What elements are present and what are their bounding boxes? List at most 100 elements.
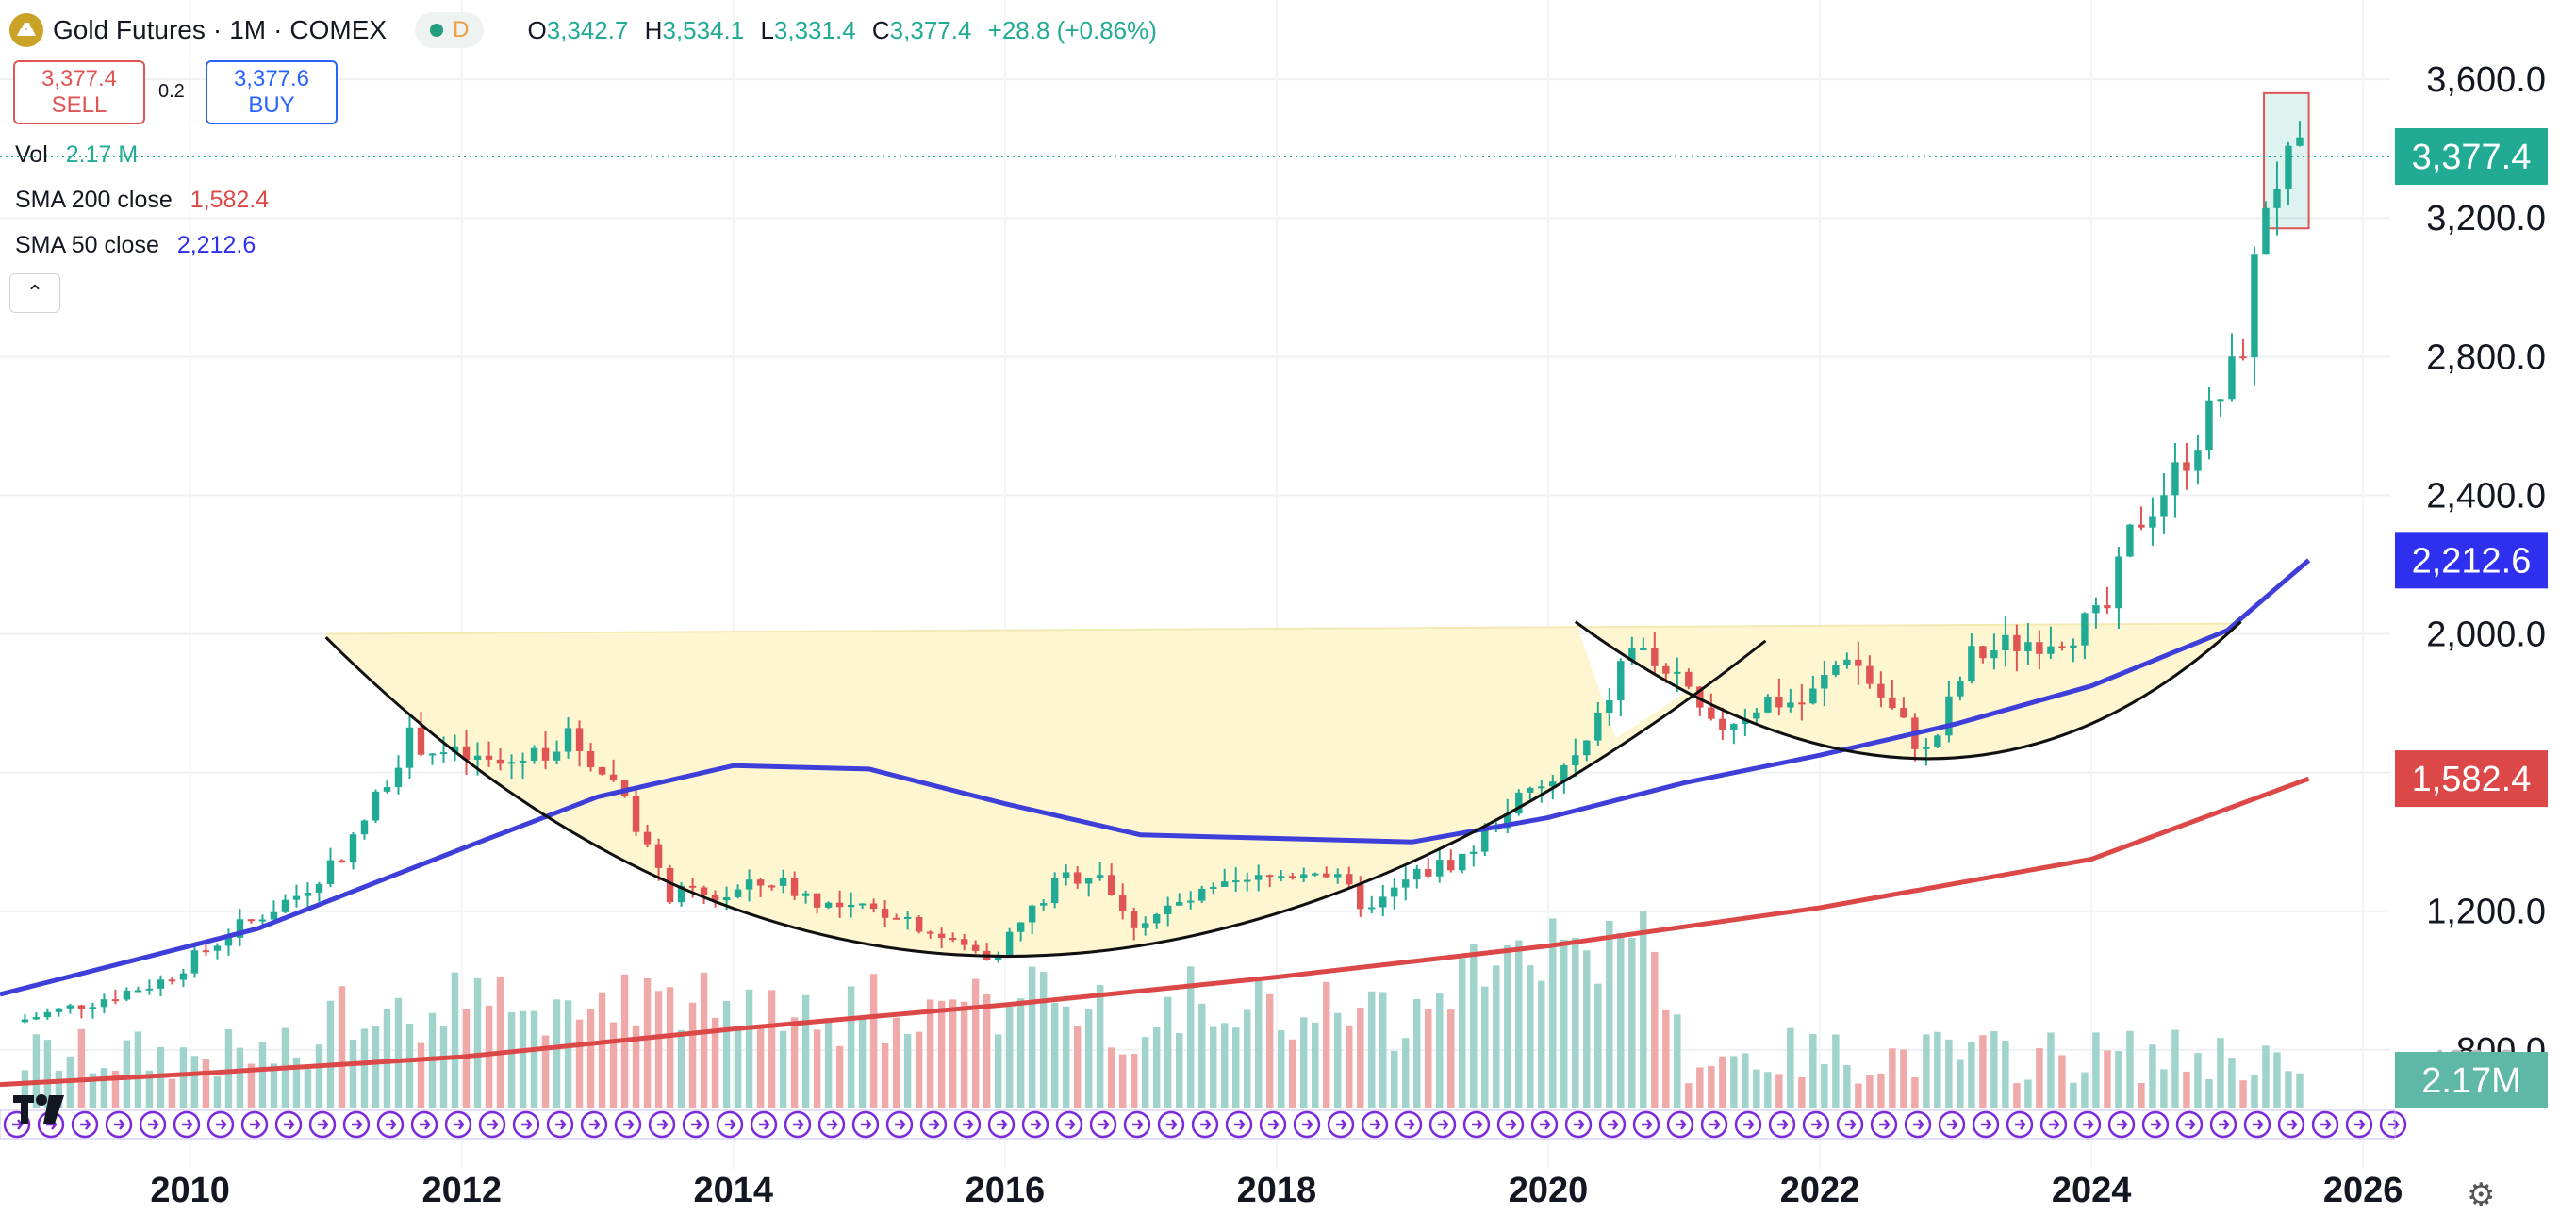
volume-bar	[1549, 918, 1557, 1108]
volume-bar	[247, 1063, 256, 1108]
volume-bar	[824, 1018, 833, 1108]
price-label-text: 3,377.4	[2412, 138, 2532, 177]
volume-label-box	[2395, 1052, 2548, 1108]
y-tick-label: 2,400.0	[2426, 476, 2546, 516]
collapse-legend-button[interactable]: ⌃	[9, 273, 60, 313]
event-marker-icon	[1666, 1110, 1694, 1139]
market-status-pill[interactable]: D	[415, 12, 485, 48]
x-tick-label: 2012	[421, 1171, 502, 1210]
volume-bar	[745, 989, 753, 1108]
candle-body	[2217, 399, 2224, 402]
volume-bar	[372, 1026, 380, 1108]
candle-body	[813, 893, 821, 908]
candle-body	[2115, 556, 2122, 609]
event-marker-icon	[953, 1110, 982, 1139]
volume-bar	[1719, 1056, 1726, 1108]
candle-body	[1843, 659, 1851, 665]
candle-body	[994, 956, 1002, 960]
volume-bar	[1708, 1065, 1715, 1108]
symbol-name[interactable]: Gold Futures	[53, 15, 206, 44]
candle-body	[1730, 724, 1738, 730]
candle-body	[1312, 873, 1319, 876]
event-marker-icon	[750, 1110, 778, 1139]
candle-body	[1062, 872, 1070, 878]
event-marker-icon	[1191, 1110, 1219, 1139]
candle-body	[1346, 874, 1353, 885]
candle-body	[55, 1008, 63, 1012]
event-marker-icon	[885, 1110, 914, 1139]
tradingview-logo-icon[interactable]	[13, 1094, 64, 1124]
candle-body	[2273, 189, 2281, 208]
volume-bar	[1628, 938, 1636, 1108]
volume-legend[interactable]: Vol 2.17 M	[15, 141, 139, 168]
candle-body	[2171, 462, 2179, 496]
volume-bar	[575, 1019, 584, 1108]
candle-body	[1583, 740, 1591, 756]
volume-bar	[2217, 1038, 2224, 1108]
delayed-badge: D	[453, 17, 470, 42]
volume-bar	[530, 1010, 538, 1108]
volume-bar	[1843, 1065, 1851, 1108]
ohlc-values: O3,342.7 H3,534.1 L3,331.4 C3,377.4 +28.…	[527, 15, 1157, 44]
candle-body	[1775, 697, 1783, 708]
volume-bar	[1312, 1022, 1319, 1108]
volume-bar	[496, 976, 504, 1108]
volume-bar	[2036, 1047, 2043, 1108]
interval[interactable]: 1M	[229, 15, 267, 44]
volume-bar	[89, 1073, 97, 1108]
candle-body	[1028, 905, 1036, 923]
event-marker-icon	[2345, 1110, 2373, 1139]
candle-body	[1560, 765, 1568, 782]
candle-body	[394, 767, 403, 788]
candle-body	[21, 1019, 29, 1023]
event-marker-icon	[2209, 1110, 2237, 1139]
candle-body	[2285, 145, 2292, 189]
volume-bar	[847, 986, 855, 1108]
volume-bar	[564, 1000, 572, 1108]
candle-body	[2002, 634, 2009, 650]
candle-body	[485, 755, 493, 760]
event-marker-icon	[614, 1110, 642, 1139]
market-open-dot	[430, 24, 444, 37]
event-marker-icon	[410, 1110, 438, 1139]
volume-bar	[1436, 993, 1444, 1108]
event-marker-icon	[987, 1110, 1016, 1139]
sell-button[interactable]: 3,377.4 SELL	[13, 60, 145, 124]
candle-body	[145, 988, 154, 991]
resistance-fill	[325, 621, 2241, 957]
candle-body	[598, 767, 606, 775]
x-tick-label: 2024	[2052, 1171, 2132, 1210]
volume-bar	[971, 978, 980, 1108]
chart-header: Gold Futures · 1M · COMEX D O3,342.7 H3,…	[9, 9, 1157, 51]
candle-body	[2036, 642, 2043, 654]
event-marker-icon	[1768, 1110, 1796, 1139]
volume-bar	[1527, 965, 1534, 1108]
event-marker-icon	[1598, 1110, 1627, 1139]
candle-body	[937, 933, 946, 939]
volume-bar	[304, 1069, 312, 1108]
header-separator: ·	[212, 15, 223, 44]
event-marker-icon	[240, 1110, 269, 1139]
event-marker-icon	[308, 1110, 337, 1139]
event-markers[interactable]	[0, 1109, 2407, 1140]
sma50-legend[interactable]: SMA 50 close 2,212.6	[15, 232, 256, 258]
volume-bar	[1945, 1039, 1953, 1108]
price-label-text: 1,582.4	[2412, 760, 2532, 799]
buy-button[interactable]: 3,377.6 BUY	[206, 60, 338, 124]
candle-body	[847, 904, 855, 908]
candle-body	[1459, 853, 1466, 871]
volume-bar	[168, 1078, 176, 1108]
event-marker-icon	[580, 1110, 608, 1139]
candle-body	[304, 893, 312, 896]
price-axis[interactable]: 800.01,200.02,000.02,400.02,800.03,200.0…	[2426, 60, 2546, 1071]
settings-gear-icon[interactable]: ⚙	[2467, 1177, 2496, 1213]
candle-body	[711, 895, 719, 901]
event-marker-icon	[274, 1110, 303, 1139]
event-marker-icon	[1395, 1110, 1423, 1139]
candle-body	[1900, 708, 1907, 718]
sma200-legend[interactable]: SMA 200 close 1,582.4	[15, 187, 270, 213]
time-axis[interactable]: 2010 2012 2014 2016 2018 2020 2022 2024 2026	[150, 1171, 2403, 1210]
candle-body	[1425, 868, 1432, 877]
candle-body	[2205, 400, 2213, 451]
